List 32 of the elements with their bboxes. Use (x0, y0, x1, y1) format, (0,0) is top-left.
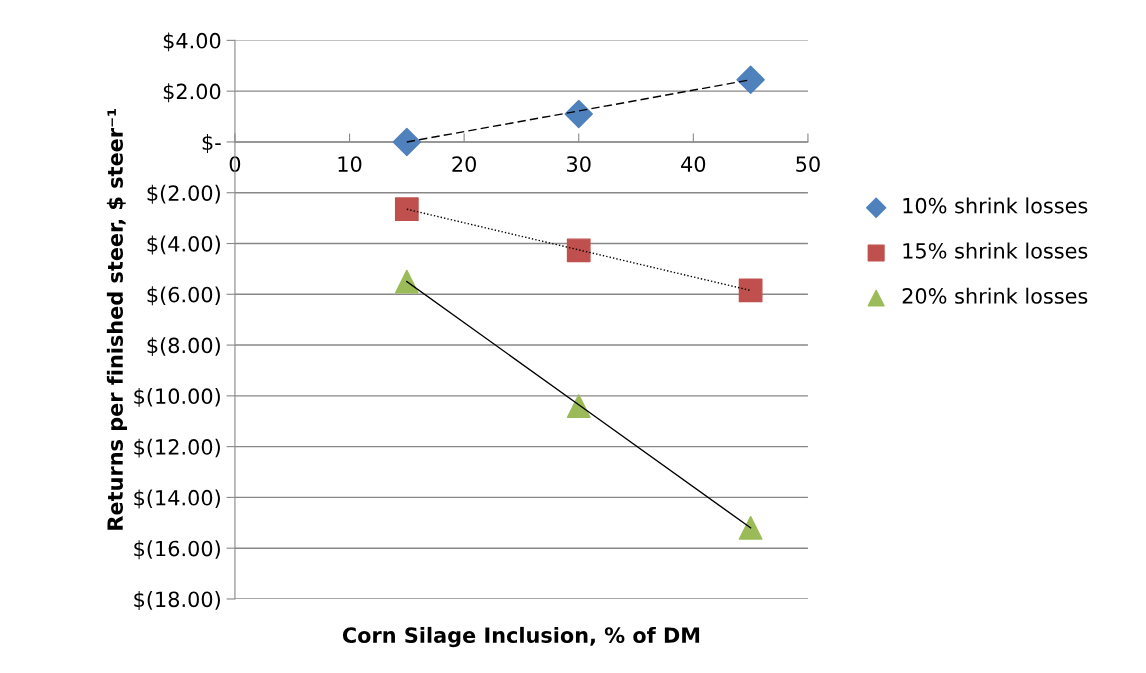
y-tick-label: $4.00 (163, 32, 221, 52)
legend-label: 10% shrink losses (903, 197, 1088, 214)
point (392, 127, 422, 157)
point (566, 238, 591, 263)
y-tick-label: $2.00 (163, 83, 221, 103)
point (394, 197, 419, 222)
x-tick-label: 40 (681, 156, 706, 172)
x-tick-label: 20 (452, 156, 476, 172)
y-tick-label: $(10.00) (134, 387, 220, 407)
point (566, 394, 591, 418)
x-axis-title: Corn Silage Inclusion, % of DM (342, 626, 700, 648)
y-tick-label: $(2.00) (147, 184, 220, 204)
y-tick-label: $(12.00) (134, 438, 220, 458)
x-tick-label: 50 (796, 156, 820, 172)
point (736, 65, 765, 94)
legend-label: 15% shrink losses (903, 242, 1088, 259)
point (738, 515, 763, 540)
y-tick-label: $(14.00) (134, 489, 220, 509)
x-tick-label: 10 (338, 156, 362, 172)
point (738, 278, 763, 303)
y-tick-label: $(16.00) (134, 540, 220, 560)
y-tick-label: $(8.00) (147, 337, 220, 357)
x-tick-label: 0 (229, 156, 241, 172)
point (394, 269, 419, 294)
y-tick-label: $- (202, 134, 221, 153)
x-tick-label: 30 (567, 156, 591, 172)
legend-label: 20% shrink losses (902, 287, 1088, 304)
y-tick-label: $(4.00) (147, 235, 220, 255)
y-tick-label: $(6.00) (147, 286, 220, 306)
y-tick-label: $(18.00) (134, 591, 220, 610)
point (564, 99, 593, 129)
y-axis-title: Returns per finished steer, $ steer⁻¹ (106, 108, 128, 530)
